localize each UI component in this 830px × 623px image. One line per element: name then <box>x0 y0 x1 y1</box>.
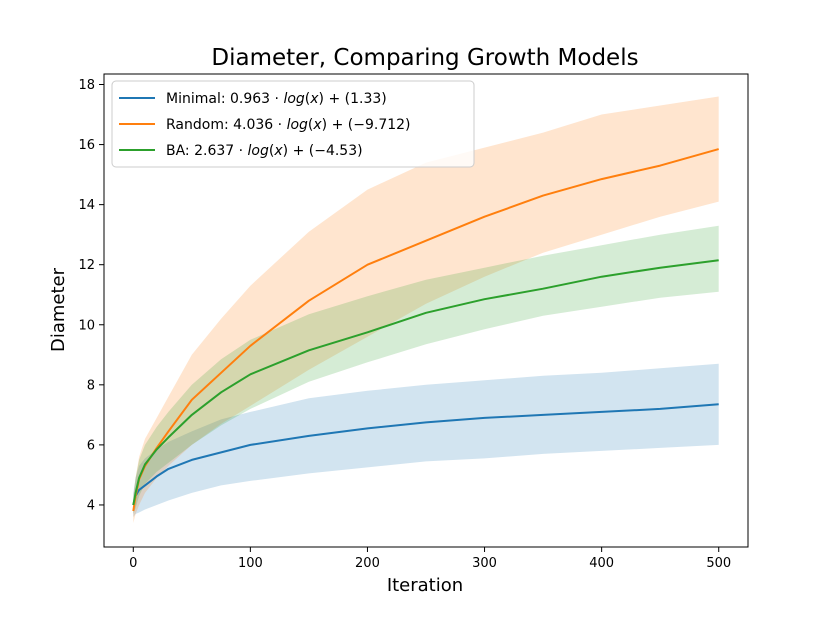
y-tick-label-4: 12 <box>78 258 95 273</box>
legend-entry-2: BA: 2.637 · log(x) + (−4.53) <box>166 143 363 159</box>
x-tick-label-1: 100 <box>238 556 263 571</box>
band-series-0 <box>133 363 719 517</box>
legend-box <box>111 80 475 168</box>
series-lines <box>132 148 719 512</box>
y-tick-label-1: 6 <box>87 438 95 453</box>
plot-frame <box>103 73 749 548</box>
confidence-bands <box>133 96 719 523</box>
legend: Minimal: 0.963 · log(x) + (1.33) Random: … <box>111 80 475 168</box>
chart-title: Diameter, Comparing Growth Models <box>211 45 638 71</box>
x-axis-label: Iteration <box>387 575 463 596</box>
x-tick-label-0: 0 <box>129 556 137 571</box>
x-tick-label-5: 500 <box>706 556 731 571</box>
line-series-0 <box>132 403 719 506</box>
y-tick-label-7: 18 <box>78 78 95 93</box>
y-axis: 4 6 8 10 12 14 16 18 <box>78 78 104 513</box>
line-series-2 <box>132 259 719 506</box>
x-tick-label-3: 300 <box>472 556 497 571</box>
y-tick-label-2: 8 <box>87 378 95 393</box>
x-tick-label-2: 200 <box>355 556 380 571</box>
band-series-1 <box>133 96 719 523</box>
y-axis-label: Diameter <box>48 267 69 352</box>
y-tick-label-6: 16 <box>78 138 95 153</box>
y-tick-label-5: 14 <box>78 198 95 213</box>
legend-entry-0: Minimal: 0.963 · log(x) + (1.33) <box>166 91 387 107</box>
y-tick-label-3: 10 <box>78 318 95 333</box>
x-tick-label-4: 400 <box>589 556 614 571</box>
band-series-2 <box>133 225 719 514</box>
x-axis: 0 100 200 300 400 500 <box>129 547 731 571</box>
y-tick-label-0: 4 <box>87 498 95 513</box>
legend-entry-1: Random: 4.036 · log(x) + (−9.712) <box>166 117 411 133</box>
